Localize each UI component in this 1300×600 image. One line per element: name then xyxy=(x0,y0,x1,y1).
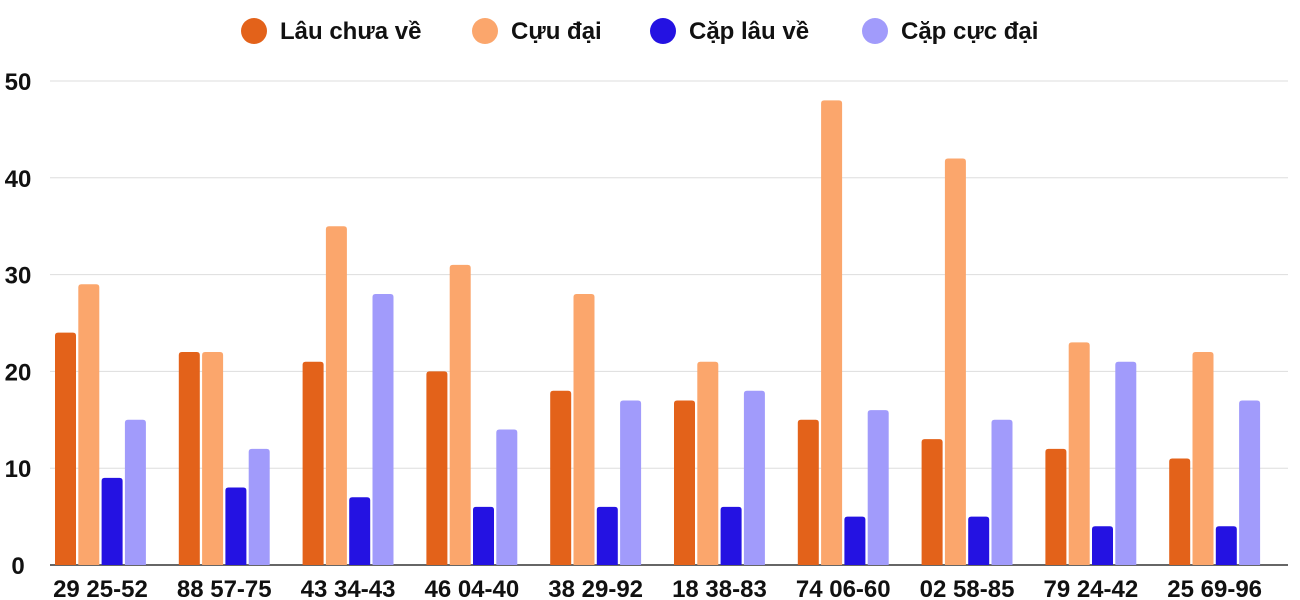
bar-4 xyxy=(124,419,146,565)
bar-3 xyxy=(101,477,123,565)
bar-4 xyxy=(743,390,765,565)
x-tick-label: 74 06-60 xyxy=(796,576,891,600)
bar-3 xyxy=(720,506,742,565)
bar-2 xyxy=(697,361,719,565)
legend-label: Cựu đại xyxy=(511,18,602,45)
x-tick-label: 29 25-52 xyxy=(53,576,148,600)
y-tick-label: 20 xyxy=(5,359,32,386)
bar-2 xyxy=(325,226,347,565)
x-tick-label: 38 29-92 xyxy=(548,576,643,600)
bar-3 xyxy=(1092,526,1113,565)
bar-3 xyxy=(1215,526,1237,565)
x-axis-ticks: 29 25-52 88 57-75 43 34-43 46 04-40 38 29-92… xyxy=(53,576,1262,600)
bar-2 xyxy=(1068,342,1090,565)
bar-1 xyxy=(55,332,76,565)
x-tick-label: 46 04-40 xyxy=(424,576,519,600)
y-tick-label: 40 xyxy=(5,166,32,193)
legend-swatch xyxy=(241,18,267,44)
legend-label: Cặp cực đại xyxy=(901,18,1038,45)
x-tick-label: 25 69-96 xyxy=(1167,576,1262,600)
bar-1 xyxy=(178,352,200,565)
bar-1 xyxy=(1169,458,1191,565)
y-axis-ticks: 0 10 20 30 40 50 xyxy=(5,69,32,580)
bar-3 xyxy=(596,506,618,565)
legend: Lâu chưa về Cựu đại Cặp lâu về Cặp cực đại xyxy=(241,18,1038,45)
x-tick-label: 79 24-42 xyxy=(1043,576,1138,600)
bar-4 xyxy=(1239,400,1261,565)
bar-2 xyxy=(944,158,966,565)
bar-1 xyxy=(426,371,448,565)
x-tick-label: 18 38-83 xyxy=(672,576,767,600)
x-tick-label: 43 34-43 xyxy=(301,576,396,600)
bar-4 xyxy=(867,410,889,565)
bar-1 xyxy=(921,439,943,565)
legend-swatch xyxy=(862,18,888,44)
bar-2 xyxy=(573,293,595,565)
bar-4 xyxy=(372,293,394,565)
bar-2 xyxy=(202,352,224,565)
bar-4 xyxy=(991,419,1013,565)
bar-2 xyxy=(449,264,471,565)
legend-label: Lâu chưa về xyxy=(280,18,421,45)
legend-swatch xyxy=(472,18,498,44)
legend-swatch xyxy=(650,18,676,44)
bar-4 xyxy=(248,448,270,565)
bar-1 xyxy=(550,390,572,565)
bar-1 xyxy=(674,400,695,565)
y-tick-label: 0 xyxy=(11,553,24,580)
x-tick-label: 88 57-75 xyxy=(177,576,272,600)
y-tick-label: 10 xyxy=(5,456,32,483)
bar-1 xyxy=(797,419,819,565)
y-tick-label: 50 xyxy=(5,69,32,96)
bar-1 xyxy=(1045,448,1067,565)
bar-2 xyxy=(821,100,843,566)
bar-3 xyxy=(844,516,866,565)
bar-3 xyxy=(968,516,990,565)
bar-3 xyxy=(473,506,494,565)
bar-3 xyxy=(349,497,371,565)
x-tick-label: 02 58-85 xyxy=(920,576,1015,600)
bar-2 xyxy=(78,284,100,565)
bar-4 xyxy=(496,429,518,565)
bar-4 xyxy=(620,400,642,565)
bars xyxy=(55,100,1261,566)
bar-4 xyxy=(1115,361,1137,565)
bar-2 xyxy=(1192,352,1214,565)
legend-label: Cặp lâu về xyxy=(689,18,809,45)
bar-1 xyxy=(302,361,324,565)
bar-3 xyxy=(225,487,247,565)
y-tick-label: 30 xyxy=(5,263,32,290)
